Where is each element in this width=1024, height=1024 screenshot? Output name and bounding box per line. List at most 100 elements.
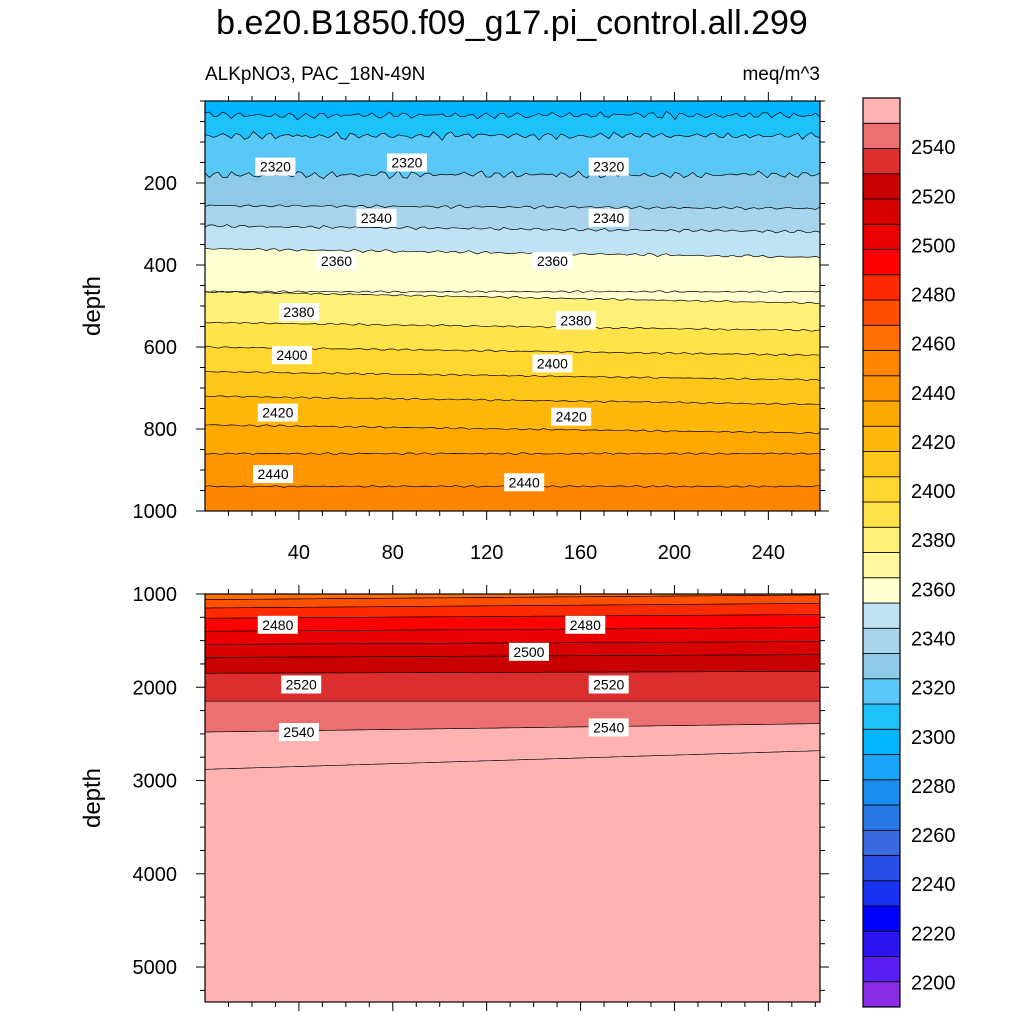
upper-contour-line-2360 xyxy=(205,290,820,305)
contour-label-text: 2320 xyxy=(391,155,422,171)
upper-contour-line-2410 xyxy=(205,395,820,406)
colorbar-swatch xyxy=(862,148,901,175)
lower-contour-line-2450 xyxy=(205,589,820,593)
lower-y-tick-label: 3000 xyxy=(133,771,178,793)
contour-label-box xyxy=(588,718,629,737)
upper-y-tick-label: 400 xyxy=(144,255,177,277)
upper-contour-line-2350 xyxy=(205,247,820,259)
lower-contour-line-2550 xyxy=(205,750,820,770)
lower-panel: 2480 2480 2500 2520 2520 2540 2540 1000 2000 3000… xyxy=(79,584,829,1011)
colorbar-swatch xyxy=(862,350,901,377)
contour-label-text: 2320 xyxy=(260,159,291,175)
variable-label: ALKpNO3, PAC_18N-49N xyxy=(205,64,425,85)
colorbar-swatch xyxy=(862,678,901,705)
colorbar-swatch xyxy=(862,299,901,326)
contour-label-box xyxy=(588,675,629,694)
upper-contour-label: 2320 xyxy=(255,157,296,176)
colorbar-swatch xyxy=(862,930,901,957)
upper-contour-line-2430 xyxy=(205,452,820,456)
contour-label-text: 2380 xyxy=(560,312,591,328)
contour-label-box xyxy=(255,157,296,176)
contour-label-text: 2360 xyxy=(537,253,568,269)
colorbar-tick-label: 2280 xyxy=(911,776,956,798)
upper-contour-line-2330 xyxy=(205,204,820,211)
colorbar-swatch xyxy=(862,829,901,856)
upper-y-tick-label: 200 xyxy=(144,173,177,195)
upper-contour-label: 2360 xyxy=(532,251,573,270)
colorbar-swatch xyxy=(862,552,901,579)
colorbar-swatch xyxy=(862,400,901,427)
upper-contour-line-2380 xyxy=(205,321,820,332)
upper-contour-fills: 2320 2320 2320 2340 2340 2360 2360 2380 2380 2400… xyxy=(205,101,820,511)
colorbar-tick-label: 2460 xyxy=(911,334,956,356)
lower-contour-line-2470 xyxy=(205,602,820,609)
upper-band-2300 xyxy=(205,101,820,120)
colorbar-swatch xyxy=(862,198,901,225)
units-label: meq/m^3 xyxy=(742,64,820,85)
contour-label-text: 2480 xyxy=(262,617,293,633)
colorbar-tick-label: 2360 xyxy=(911,579,956,601)
lower-contour-label: 2480 xyxy=(565,615,606,634)
colorbar-tick-label: 2200 xyxy=(911,972,956,994)
contour-label-text: 2340 xyxy=(361,210,392,226)
colorbar-swatch xyxy=(862,779,901,806)
colorbar-tick-label: 2260 xyxy=(911,825,956,847)
colorbar-tick-label: 2320 xyxy=(911,678,956,700)
upper-contour-label: 2360 xyxy=(316,251,357,270)
upper-contour-line-2340 xyxy=(205,224,820,234)
colorbar-swatch xyxy=(862,602,901,629)
upper-contour-label: 2340 xyxy=(356,208,397,227)
contour-label-text: 2420 xyxy=(556,409,587,425)
colorbar-swatch xyxy=(862,855,901,882)
contour-label-box xyxy=(281,675,322,694)
contour-label-text: 2520 xyxy=(286,677,317,693)
upper-contour-line-2420 xyxy=(205,424,820,435)
colorbar-tick-label: 2440 xyxy=(911,383,956,405)
upper-contour-label: 2340 xyxy=(588,208,629,227)
colorbar-swatch xyxy=(862,653,901,680)
upper-x-tick-label: 120 xyxy=(470,542,503,564)
upper-x-tick-label: 200 xyxy=(658,542,691,564)
lower-contour-label: 2520 xyxy=(281,675,322,694)
colorbar-swatch xyxy=(862,627,901,654)
colorbar-tick-label: 2520 xyxy=(911,186,956,208)
upper-y-tick-label: 600 xyxy=(144,337,177,359)
contour-label-text: 2500 xyxy=(513,644,544,660)
colorbar-swatch xyxy=(862,577,901,604)
contour-label-box xyxy=(257,403,298,422)
lower-contour-line-2520 xyxy=(205,671,820,674)
contour-label-text: 2400 xyxy=(276,347,307,363)
contour-label-text: 2360 xyxy=(321,253,352,269)
contour-label-text: 2340 xyxy=(593,210,624,226)
colorbar-swatch xyxy=(862,880,901,907)
upper-x-tick-label: 160 xyxy=(564,542,597,564)
colorbar-swatch xyxy=(862,223,901,250)
colorbar-swatch xyxy=(862,476,901,503)
lower-contour-line-2480 xyxy=(205,614,820,619)
contour-label-box xyxy=(532,354,573,373)
lower-band-2450 xyxy=(205,589,820,593)
contour-label-box xyxy=(271,346,312,365)
contour-label-text: 2400 xyxy=(537,355,568,371)
colorbar-swatch xyxy=(862,173,901,200)
contour-label-box xyxy=(257,615,298,634)
upper-contour-label: 2380 xyxy=(555,311,596,330)
colorbar-tick-label: 2400 xyxy=(911,481,956,503)
colorbar-frame xyxy=(862,97,901,1008)
upper-y-axis-label: depth xyxy=(79,276,106,336)
upper-contour-label: 2380 xyxy=(278,303,319,322)
upper-contour-label: 2440 xyxy=(504,473,545,492)
upper-contour-line-2310 xyxy=(205,130,820,141)
contour-label-text: 2480 xyxy=(570,617,601,633)
colorbar-swatch xyxy=(862,981,901,1008)
colorbar-tick-label: 2220 xyxy=(911,923,956,945)
upper-x-tick-label: 40 xyxy=(288,542,310,564)
upper-contour-label: 2440 xyxy=(253,465,294,484)
contour-label-text: 2440 xyxy=(258,466,289,482)
lower-y-tick-label: 4000 xyxy=(133,864,178,886)
colorbar-swatch xyxy=(862,324,901,351)
contour-label-text: 2380 xyxy=(283,304,314,320)
colorbar-tick-label: 2380 xyxy=(911,530,956,552)
colorbar-tick-label: 2240 xyxy=(911,874,956,896)
